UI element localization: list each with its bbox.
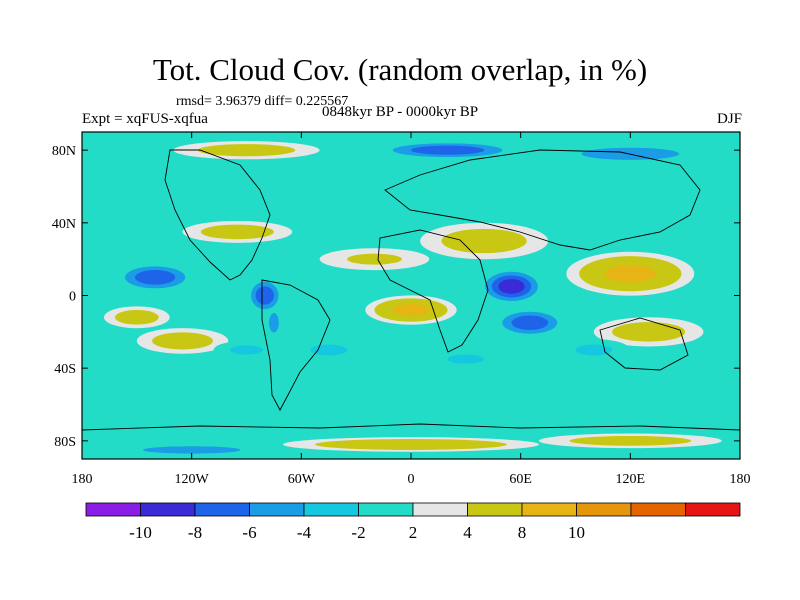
colorbar-box-3 [249,502,305,517]
colorbar-label-3: -4 [297,523,312,542]
coastline-1 [261,279,331,411]
colorbar-label-1: -8 [188,523,202,542]
stats-label: rmsd= 3.96379 diff= 0.225567 [176,94,349,109]
x-tick-label-5: 120E [616,472,646,487]
colorbar-box-1 [140,502,196,517]
x-tick-label-2: 60W [288,472,316,487]
x-tick-label-6: 180 [730,472,751,487]
anomaly-feature-3 [219,228,256,236]
colorbar-label-5: 2 [409,523,418,542]
colorbar-label-8: 10 [568,523,585,542]
colorbar-box-6 [412,502,468,517]
anomaly-feature-16 [575,344,613,356]
colorbar-label-7: 8 [518,523,527,542]
colorbar-box-7 [467,502,523,517]
anomaly-feature-21 [167,448,217,452]
chart-title: Tot. Cloud Cov. (random overlap, in %) [152,52,648,87]
anomaly-feature-15 [630,326,667,337]
x-tick-label-1: 120W [175,472,210,487]
colorbar-box-0 [85,502,141,517]
anomaly-feature-22 [599,438,661,444]
season-label: DJF [716,111,742,127]
colorbar-label-0: -10 [129,523,152,542]
colorbar-box-9 [576,502,632,517]
colorbar-box-4 [303,502,359,517]
colorbar-label-6: 4 [463,523,472,542]
anomaly-field [103,141,722,456]
anomaly-feature-11 [504,282,519,291]
anomaly-feature-2 [167,336,198,346]
anomaly-feature-7 [310,344,348,356]
anomaly-feature-9 [401,307,421,313]
anomaly-feature-10 [462,234,506,248]
anomaly-feature-17 [429,147,466,153]
colorbar-label-4: -2 [351,523,365,542]
anomaly-feature-4 [260,290,270,301]
anomaly-feature-18 [222,147,271,154]
colorbar-box-2 [194,502,250,517]
anomaly-feature-20 [379,442,443,447]
coastline-3 [384,149,701,251]
x-tick-label-0: 180 [72,472,93,487]
y-tick-label-4: 80S [54,435,76,450]
colorbar-box-11 [685,502,741,517]
x-tick-label-3: 0 [408,472,415,487]
y-tick-label-1: 40N [52,217,76,232]
coastline-5 [81,423,741,431]
anomaly-feature-8 [347,253,402,265]
experiment-label: Expt = xqFUS-xqfua [82,111,208,127]
anomaly-feature-13 [447,354,485,364]
anomaly-feature-1 [125,313,148,321]
anomaly-feature-0 [145,273,166,281]
y-tick-label-0: 80N [52,144,76,159]
colorbar-box-5 [358,502,414,517]
anomaly-feature-14 [617,269,644,279]
x-tick-label-4: 60E [509,472,532,487]
anomaly-feature-5 [271,317,277,328]
colorbar-label-2: -6 [242,523,256,542]
coastline-4 [599,317,689,371]
colorbar-box-8 [521,502,577,517]
coastline-2 [377,229,489,353]
y-tick-label-3: 40S [54,362,76,377]
anomaly-feature-6 [230,345,263,355]
period-label: 0848kyr BP - 0000kyr BP [322,104,479,120]
y-tick-label-2: 0 [69,290,76,305]
anomaly-feature-12 [520,319,539,327]
coastline-0 [164,149,271,281]
colorbar-box-10 [630,502,686,517]
